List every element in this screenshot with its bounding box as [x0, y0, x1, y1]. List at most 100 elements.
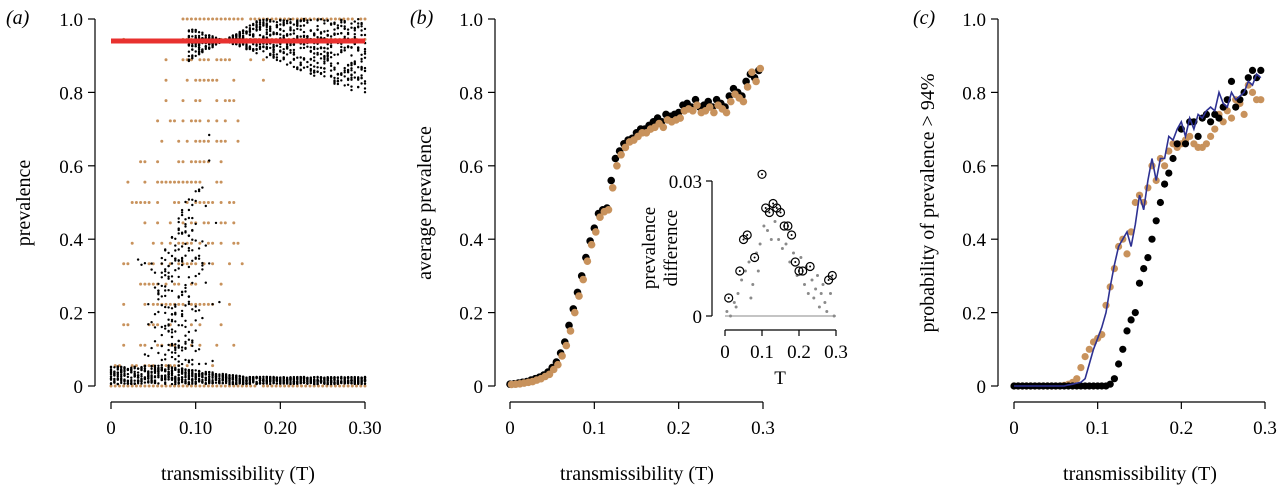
black-point [282, 376, 285, 379]
black-point [191, 358, 194, 362]
black-point [133, 367, 136, 370]
black-point [279, 45, 282, 49]
black-point [164, 324, 167, 328]
black-point [319, 66, 323, 70]
black-point [126, 382, 130, 385]
black-point [126, 375, 130, 379]
black-point [187, 372, 191, 375]
black-point [191, 372, 194, 376]
black-point [313, 376, 316, 379]
black-point [350, 382, 353, 385]
tan-point [350, 17, 354, 21]
black-point [340, 45, 343, 49]
tan-point [181, 302, 185, 306]
black-point [184, 283, 187, 287]
tan-point [194, 17, 198, 21]
black-point [208, 371, 211, 374]
tan-point [164, 302, 168, 306]
black-point [160, 363, 163, 367]
tan-point [143, 221, 147, 225]
tan-point [206, 221, 210, 225]
tan-point [346, 17, 350, 21]
black-point [265, 31, 268, 34]
black-point [350, 67, 353, 70]
black-point [299, 28, 302, 31]
tan-point [206, 139, 210, 143]
tan-point [363, 384, 367, 388]
black-point [150, 367, 153, 370]
tan-point [151, 302, 155, 306]
tan-point [219, 201, 223, 204]
black-point [194, 190, 197, 193]
black-point [1244, 74, 1252, 82]
black-point [279, 59, 282, 63]
black-point [157, 374, 160, 377]
black-point [167, 277, 170, 280]
tan-point [1085, 345, 1093, 353]
inset-circle-center [768, 211, 771, 214]
black-point [326, 19, 329, 22]
black-point [184, 371, 187, 374]
black-point [109, 382, 113, 385]
inset-circle-center [775, 207, 778, 209]
black-point [1165, 169, 1173, 177]
black-point [336, 382, 340, 385]
black-point [235, 33, 238, 37]
black-point [160, 304, 163, 307]
y-tick-label: 0.2 [459, 304, 483, 325]
black-point [150, 268, 153, 271]
black-point [235, 374, 238, 377]
black-point [329, 62, 333, 65]
black-point [136, 374, 140, 377]
black-point [1248, 66, 1257, 74]
tan-point [122, 384, 126, 388]
black-point [255, 21, 258, 24]
black-point [326, 55, 329, 58]
black-point [184, 382, 187, 385]
black-point [255, 29, 258, 32]
black-point [180, 314, 184, 318]
x-tick-label: 0.3 [1253, 418, 1277, 439]
black-point [140, 380, 143, 383]
tan-point [596, 213, 604, 221]
black-point [204, 382, 207, 386]
black-point [153, 271, 157, 274]
black-point [346, 45, 350, 48]
black-point [184, 325, 187, 329]
tan-point [232, 17, 236, 21]
black-point [194, 380, 197, 384]
inset-dot [803, 283, 806, 286]
tan-point [126, 262, 130, 266]
tan-point [168, 302, 172, 306]
tan-point [177, 282, 181, 286]
inset-circle [764, 207, 775, 218]
black-point [197, 372, 201, 375]
black-point [174, 351, 177, 354]
x-tick-label: 0.2 [667, 418, 691, 439]
black-point [160, 276, 163, 279]
black-point [170, 275, 174, 278]
black-point [187, 234, 191, 237]
black-point [191, 48, 194, 51]
black-point [194, 329, 197, 332]
tan-point [181, 17, 185, 21]
black-point [282, 19, 285, 23]
tan-point [219, 282, 223, 286]
black-point [120, 373, 123, 376]
black-point [204, 34, 207, 37]
black-point [299, 382, 302, 385]
black-point [1169, 154, 1177, 163]
black-point [191, 228, 194, 232]
tan-point [189, 119, 193, 123]
y-tick-label: 0.8 [962, 83, 986, 104]
black-point [197, 48, 201, 51]
black-point [184, 347, 187, 350]
black-point [238, 382, 241, 385]
black-point [343, 378, 346, 381]
black-point [326, 47, 329, 50]
black-point [170, 366, 174, 369]
tan-point [363, 17, 367, 21]
black-point [323, 75, 326, 78]
black-point [1131, 309, 1139, 317]
black-point [323, 60, 326, 63]
